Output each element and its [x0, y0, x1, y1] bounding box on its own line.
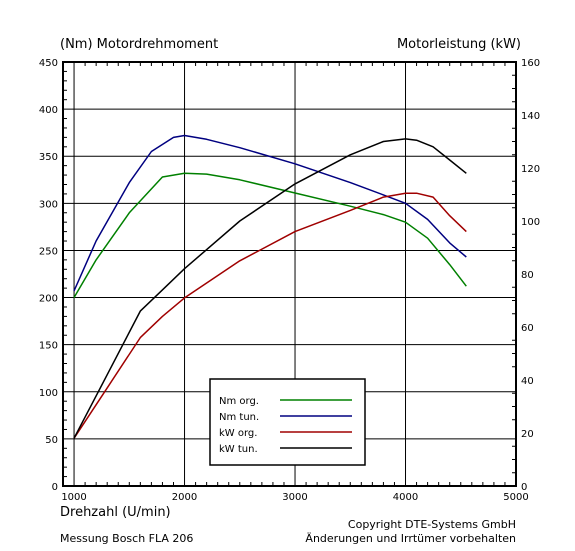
- x-tick-label: 1000: [61, 492, 86, 503]
- y-right-tick-label: 120: [521, 164, 540, 175]
- y-left-tick-label: 350: [39, 152, 58, 163]
- series-line-nm-org: [73, 172, 467, 298]
- y-left-tick-label: 150: [39, 341, 58, 352]
- x-tick-label: 5000: [503, 492, 528, 503]
- x-tick-label: 2000: [172, 492, 197, 503]
- footer-measurement: Messung Bosch FLA 206: [60, 532, 193, 545]
- series-lines: [73, 134, 467, 439]
- y-left-tick-label: 50: [45, 435, 58, 446]
- y-left-tick-label: 450: [39, 58, 58, 69]
- y-right-tick-label: 80: [521, 270, 534, 281]
- series-line-kw-tun: [73, 138, 467, 439]
- y-right-tick-label: 60: [521, 323, 534, 334]
- legend: Nm org. Nm tun. kW org. kW tun.: [209, 378, 366, 466]
- y-left-tick-label: 100: [39, 388, 58, 399]
- left-axis-title: (Nm) Motordrehmoment: [60, 37, 218, 52]
- x-axis-title: Drehzahl (U/min): [60, 505, 171, 520]
- legend-box: [209, 378, 366, 466]
- y-right-tick-label: 160: [521, 58, 540, 69]
- x-tick-label: 3000: [282, 492, 307, 503]
- y-left-tick-label: 400: [39, 105, 58, 116]
- series-line-nm-tun: [73, 134, 467, 292]
- legend-label: Nm org.: [219, 396, 259, 407]
- axis-ticks: 0 50 100 150 200 250 300 350 400 450 0 20 40 60 80 100 1…: [39, 58, 540, 503]
- y-right-tick-label: 140: [521, 111, 540, 122]
- legend-label: kW org.: [219, 428, 257, 439]
- series-line-kw-org: [73, 192, 467, 439]
- legend-label: Nm tun.: [219, 412, 259, 423]
- legend-label: kW tun.: [219, 444, 258, 455]
- y-left-tick-label: 200: [39, 294, 58, 305]
- y-right-tick-label: 0: [521, 482, 527, 493]
- y-left-tick-label: 0: [52, 482, 58, 493]
- y-left-tick-label: 300: [39, 199, 58, 210]
- footer-copyright: Copyright DTE-Systems GmbH: [348, 518, 516, 531]
- y-left-tick-label: 250: [39, 246, 58, 257]
- footer-disclaimer: Änderungen und Irrtümer vorbehalten: [305, 532, 516, 545]
- plot-frame: [62, 61, 517, 487]
- y-right-tick-label: 40: [521, 376, 534, 387]
- y-right-tick-label: 20: [521, 429, 534, 440]
- right-axis-title: Motorleistung (kW): [397, 37, 521, 52]
- y-right-tick-label: 100: [521, 217, 540, 228]
- x-tick-label: 4000: [393, 492, 418, 503]
